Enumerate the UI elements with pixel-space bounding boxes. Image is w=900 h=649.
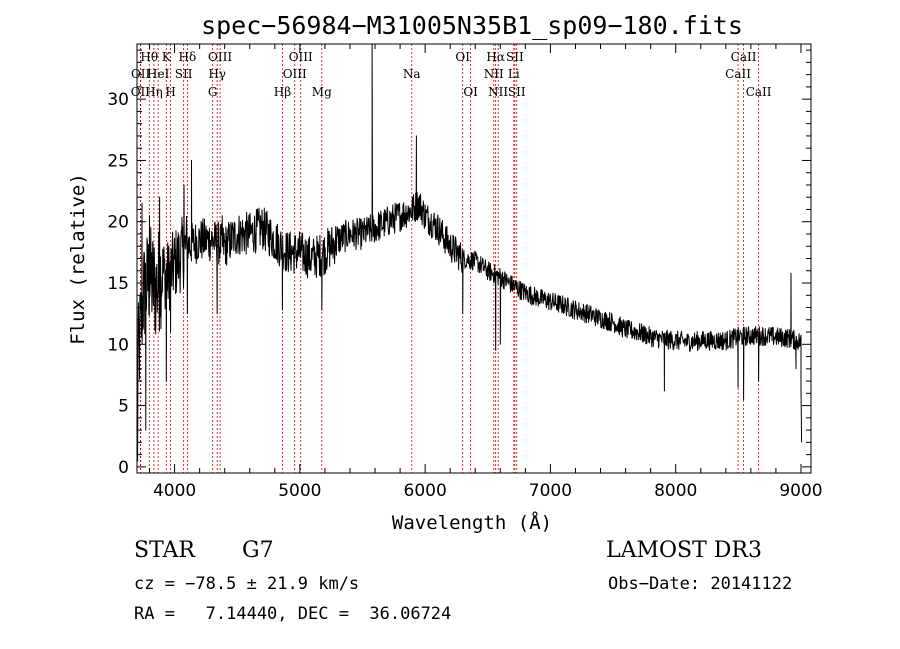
- spectral-subclass: G7: [242, 538, 274, 563]
- emission-line-label: CaII: [725, 67, 751, 81]
- redshift-velocity: cz = −78.5 ± 21.9 km/s: [134, 574, 360, 594]
- x-tick-label: 7000: [529, 481, 572, 501]
- x-axis-label: Wavelength (Å): [392, 511, 552, 534]
- x-tick-label: 8000: [654, 481, 697, 501]
- emission-line-label: OIII: [208, 50, 232, 64]
- emission-line-label: Hδ: [179, 50, 197, 64]
- emission-line-label: OII: [131, 85, 151, 99]
- x-tick-label: 5000: [278, 481, 321, 501]
- emission-line-markers: [139, 44, 760, 473]
- emission-line-label: SII: [506, 50, 524, 64]
- emission-line-label: Li: [508, 67, 520, 81]
- y-tick-label: 15: [107, 274, 129, 294]
- emission-line-label: Hθ: [140, 50, 158, 64]
- emission-line-label: OIII: [283, 67, 307, 81]
- emission-line-label: HeI: [147, 67, 170, 81]
- chart-title: spec−56984−M31005N35B1_sp09−180.fits: [201, 11, 743, 40]
- emission-line-labels: OIIOIIHθHηHeIKHSIIHδGHγOIIIHβOIIIOIIIMgN…: [131, 50, 772, 99]
- coordinates: RA = 7.14440, DEC = 36.06724: [134, 604, 452, 624]
- emission-line-label: OI: [455, 50, 470, 64]
- emission-line-label: CaII: [746, 85, 772, 99]
- emission-line-label: OIII: [289, 50, 313, 64]
- y-tick-label: 20: [107, 213, 129, 233]
- observation-date: Obs−Date: 20141122: [608, 574, 793, 594]
- x-tick-label: 9000: [779, 481, 822, 501]
- emission-line-label: Na: [403, 67, 421, 81]
- survey-name: LAMOST DR3: [606, 538, 762, 563]
- emission-line-label: Hα: [486, 50, 505, 64]
- y-tick-label: 0: [118, 458, 129, 478]
- axis-ticks: 4000 5000 6000 7000 8000 9000 0 5 10 15 20 25 30: [107, 44, 823, 501]
- x-tick-label: 4000: [153, 481, 196, 501]
- emission-line-label: NII: [484, 67, 504, 81]
- emission-line-label: NII: [488, 85, 508, 99]
- object-class: STAR: [134, 538, 195, 563]
- emission-line-label: OI: [463, 85, 478, 99]
- emission-line-label: Mg: [312, 85, 332, 99]
- emission-line-label: SII: [508, 85, 526, 99]
- emission-line-label: K: [162, 50, 172, 64]
- y-tick-label: 10: [107, 335, 129, 355]
- y-axis-label: Flux (relative): [67, 173, 89, 345]
- emission-line-label: G: [208, 85, 218, 99]
- y-tick-label: 30: [107, 90, 129, 110]
- emission-line-label: Hγ: [208, 67, 226, 81]
- emission-line-label: CaII: [731, 50, 757, 64]
- y-tick-label: 25: [107, 151, 129, 171]
- spectrum-series-line: [137, 44, 803, 462]
- emission-line-label: SII: [175, 67, 193, 81]
- emission-line-label: Hβ: [274, 85, 291, 99]
- emission-line-label: Hη: [145, 85, 163, 99]
- emission-line-label: H: [165, 85, 175, 99]
- emission-line-label: OII: [131, 67, 151, 81]
- y-tick-label: 5: [118, 397, 129, 417]
- x-tick-label: 6000: [404, 481, 447, 501]
